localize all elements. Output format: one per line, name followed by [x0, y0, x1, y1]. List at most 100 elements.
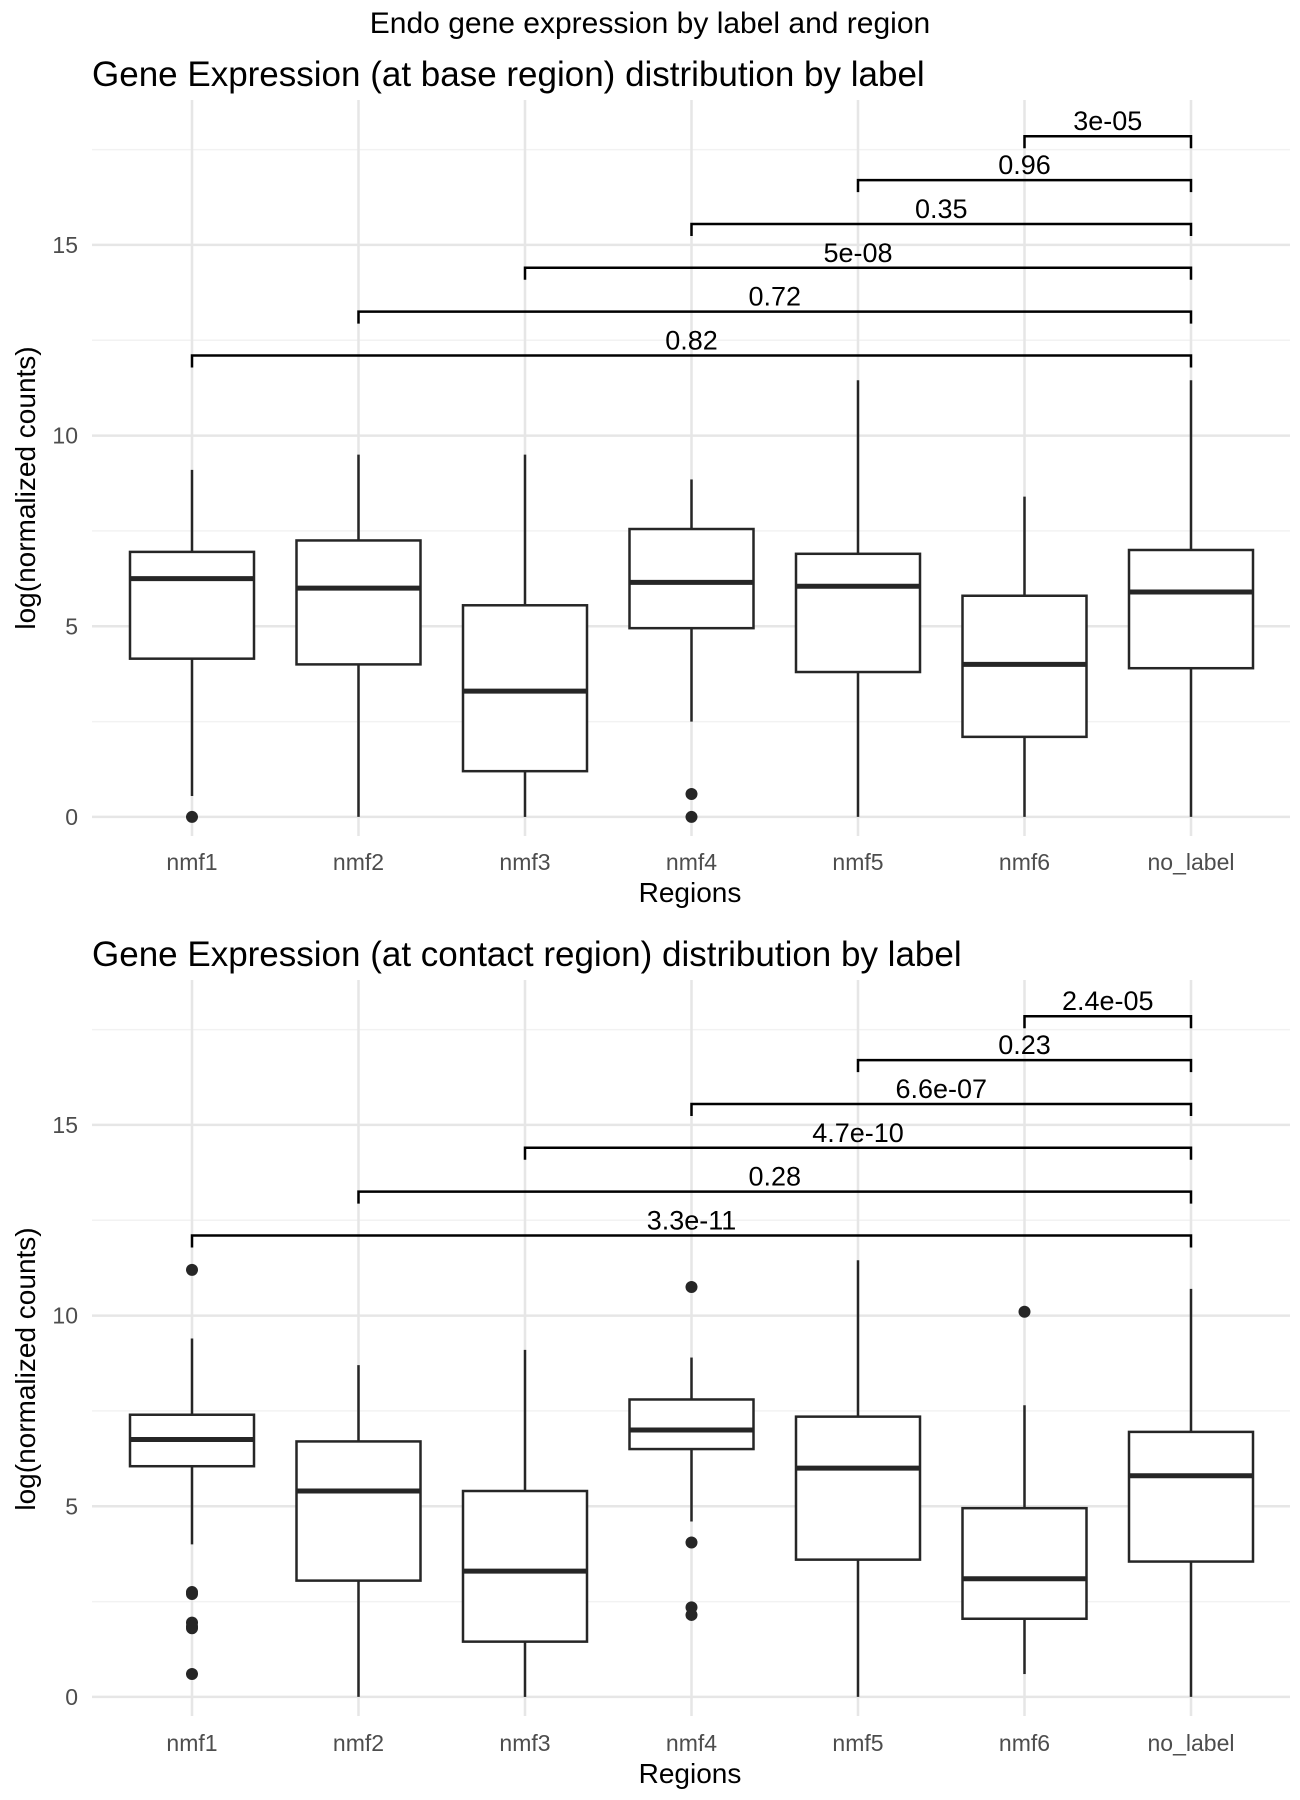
pvalue-label: 5e-08: [823, 238, 892, 268]
box-iqr: [295, 1440, 422, 1582]
x-axis-title-contact: Regions: [639, 1758, 742, 1789]
outlier-point: [1018, 1305, 1031, 1318]
y-tick-label: 15: [52, 232, 78, 258]
outlier-point: [186, 1263, 198, 1276]
box-iqr: [628, 1398, 755, 1451]
pvalue-label: 6.6e-07: [895, 1074, 987, 1104]
box-iqr: [794, 552, 922, 674]
box-nmf5: [794, 380, 922, 817]
plot-area-base: 0.82 0.72 5e-08 0.35 0.96 3e-05: [128, 106, 1255, 823]
box-iqr: [628, 527, 755, 630]
comparison-bracket: 0.82: [190, 326, 1193, 368]
x-tick-label: nmf4: [666, 1730, 717, 1756]
bracket-line: [357, 310, 1193, 324]
outlier-point: [685, 1280, 698, 1293]
comparison-bracket: 0.23: [856, 1030, 1193, 1073]
comparison-bracket: 4.7e-10: [523, 1118, 1193, 1160]
bracket-line: [523, 1146, 1193, 1160]
pvalue-label: 3.3e-11: [647, 1206, 737, 1236]
bracket-line: [690, 1102, 1193, 1116]
pvalue-label: 3e-05: [1073, 106, 1142, 136]
box-iqr: [794, 1415, 922, 1561]
box-nmf3: [461, 1349, 589, 1697]
x-axis-title-base: Regions: [639, 877, 742, 908]
x-tick-label: nmf4: [666, 849, 717, 875]
box-iqr: [461, 1489, 589, 1643]
comparison-bracket: 3.3e-11: [190, 1206, 1193, 1248]
box-iqr: [461, 604, 589, 773]
pvalue-label: 0.23: [998, 1030, 1051, 1060]
pvalue-label: 0.96: [998, 150, 1051, 180]
x-tick-label: no_label: [1148, 1730, 1235, 1756]
x-tick-label: nmf2: [333, 849, 384, 875]
outlier-point: [685, 1608, 698, 1621]
comparison-bracket: 0.96: [856, 150, 1193, 193]
bracket-line: [190, 354, 1193, 368]
y-tick-label: 0: [65, 1684, 78, 1710]
box-nmf1: [128, 1263, 256, 1681]
bracket-line: [1023, 134, 1193, 149]
x-tick-label: nmf6: [999, 849, 1050, 875]
x-tick-label: nmf5: [832, 1730, 883, 1756]
comparison-bracket: 0.72: [357, 282, 1193, 324]
outlier-point: [186, 810, 198, 823]
box-iqr: [1127, 548, 1255, 670]
x-tick-label: nmf1: [166, 849, 217, 875]
y-tick-label: 0: [65, 804, 78, 830]
pvalue-label: 0.28: [748, 1162, 801, 1192]
x-tick-label: nmf3: [499, 849, 550, 875]
pvalue-label: 4.7e-10: [812, 1118, 904, 1148]
box-iqr: [961, 1506, 1088, 1621]
y-tick-label: 5: [65, 1493, 78, 1519]
grid-contact: 0 5 10 15 nmf1 nmf2 nmf3 nmf4 nmf5 nmf6 no_label: [52, 980, 1290, 1756]
box-nmf6: [961, 1305, 1088, 1675]
comparison-bracket: 5e-08: [523, 238, 1193, 280]
comparison-bracket: 6.6e-07: [690, 1074, 1193, 1116]
y-axis-title-contact: log(normalized counts): [10, 1227, 41, 1510]
box-nmf3: [461, 454, 589, 817]
outlier-point: [685, 1536, 698, 1549]
box-no_label: [1127, 1288, 1255, 1697]
x-tick-label: nmf3: [499, 1730, 550, 1756]
box-nmf1: [128, 469, 256, 823]
box-nmf2: [295, 1365, 422, 1697]
outlier-point: [685, 810, 698, 823]
panel-title-base: Gene Expression (at base region) distrib…: [92, 55, 925, 94]
outlier-point: [186, 1668, 198, 1681]
box-iqr: [128, 550, 256, 660]
comparison-bracket: 0.35: [690, 194, 1193, 236]
bracket-line: [856, 178, 1193, 193]
box-no_label: [1127, 380, 1255, 817]
y-axis-title-base: log(normalized counts): [10, 346, 41, 629]
panel-title-contact: Gene Expression (at contact region) dist…: [92, 935, 962, 974]
bracket-line: [690, 222, 1193, 236]
comparison-bracket: 2.4e-05: [1023, 986, 1193, 1029]
bracket-line: [357, 1190, 1193, 1204]
comparison-bracket: 3e-05: [1023, 106, 1193, 149]
comparison-bracket: 0.28: [357, 1162, 1193, 1204]
box-nmf4: [628, 479, 755, 823]
box-nmf2: [295, 454, 422, 817]
box-nmf6: [961, 496, 1088, 817]
box-iqr: [295, 539, 422, 666]
panel-contact-region: Gene Expression (at contact region) dist…: [10, 935, 1290, 1789]
pvalue-label: 0.72: [748, 282, 801, 312]
grid-base: 0 5 10 15 nmf1 nmf2 nmf3 nmf4 nmf5 nmf6 no_label: [52, 100, 1290, 875]
bracket-line: [1023, 1014, 1193, 1029]
box-nmf4: [628, 1280, 755, 1621]
bracket-line: [856, 1058, 1193, 1073]
x-tick-label: nmf2: [333, 1730, 384, 1756]
panel-base-region: Gene Expression (at base region) distrib…: [10, 55, 1290, 908]
x-tick-label: nmf6: [999, 1730, 1050, 1756]
outlier-point: [186, 1622, 198, 1635]
bracket-line: [523, 266, 1193, 280]
outlier-point: [685, 788, 698, 801]
x-tick-label: nmf5: [832, 849, 883, 875]
bracket-line: [190, 1234, 1193, 1248]
outlier-point: [186, 1587, 198, 1600]
y-tick-label: 10: [52, 1303, 78, 1329]
y-tick-label: 15: [52, 1112, 78, 1138]
y-tick-label: 5: [65, 613, 78, 639]
plot-area-contact: 3.3e-11 0.28 4.7e-10 6.6e-07 0.23 2.4e-05: [128, 986, 1255, 1697]
